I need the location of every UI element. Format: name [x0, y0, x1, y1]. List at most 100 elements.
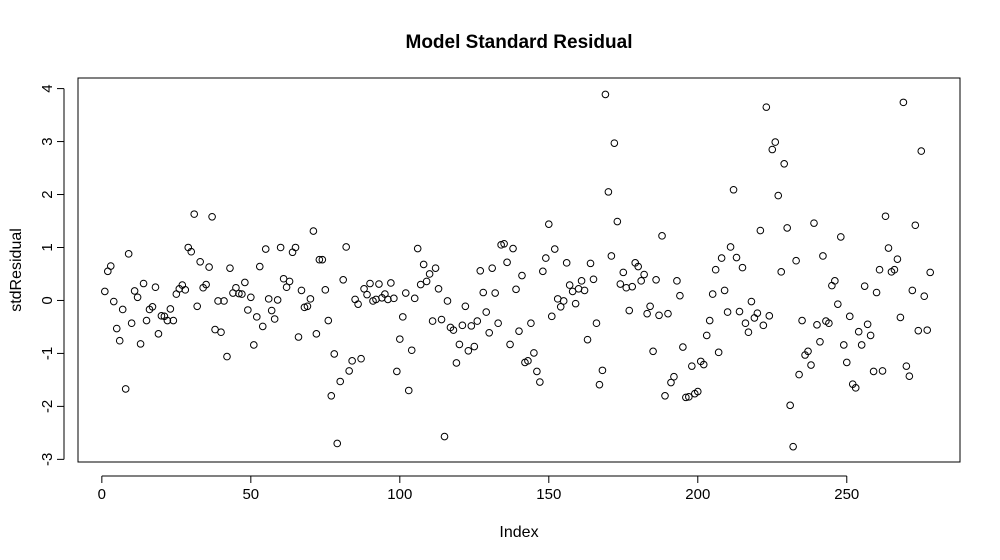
data-point — [455, 340, 464, 349]
data-point — [324, 316, 333, 325]
data-point — [330, 350, 339, 358]
data-point — [226, 264, 234, 272]
data-point — [258, 322, 267, 331]
data-point — [267, 306, 276, 315]
data-point — [837, 233, 845, 241]
data-point — [527, 319, 535, 328]
data-point — [488, 264, 496, 272]
data-point — [118, 305, 127, 314]
data-point — [336, 377, 345, 386]
data-point — [437, 315, 446, 324]
x-tick-label: 50 — [242, 486, 259, 503]
data-point — [562, 259, 571, 267]
data-point — [896, 313, 905, 322]
data-point — [303, 302, 312, 311]
data-point — [807, 361, 815, 369]
data-point — [157, 312, 166, 320]
data-point — [798, 316, 806, 325]
data-point — [315, 255, 324, 264]
data-point — [404, 386, 413, 395]
data-point — [917, 147, 926, 155]
data-point — [786, 401, 794, 410]
data-point — [908, 286, 917, 295]
data-point — [139, 279, 148, 288]
data-point — [747, 297, 756, 306]
data-point — [244, 306, 252, 314]
data-point — [756, 226, 765, 235]
data-point — [187, 247, 196, 256]
data-point — [133, 293, 142, 302]
data-point — [738, 263, 747, 272]
data-point — [905, 372, 914, 380]
y-tick-label: 3 — [39, 137, 56, 145]
data-point — [217, 328, 225, 337]
data-point — [634, 262, 642, 271]
data-point — [571, 299, 580, 308]
data-point — [682, 393, 690, 402]
data-point — [112, 324, 121, 333]
data-point — [148, 303, 157, 311]
data-point — [345, 367, 353, 375]
data-point — [607, 252, 616, 260]
data-point — [282, 283, 291, 292]
data-point — [813, 321, 821, 329]
data-point — [583, 335, 592, 344]
data-point — [238, 290, 246, 298]
data-point — [101, 287, 109, 296]
data-point — [142, 316, 151, 325]
data-point — [676, 291, 684, 300]
x-tick-label: 200 — [685, 486, 710, 503]
data-point — [491, 289, 499, 297]
data-point — [774, 191, 783, 200]
data-point — [390, 294, 398, 303]
data-point — [851, 384, 860, 392]
data-point — [232, 283, 240, 292]
data-point — [235, 289, 243, 298]
data-point — [685, 393, 693, 401]
data-point — [619, 268, 628, 277]
data-point — [151, 283, 160, 292]
data-point — [348, 357, 356, 365]
data-point — [163, 316, 172, 325]
data-point — [312, 330, 321, 338]
data-point — [413, 244, 422, 253]
data-point — [208, 212, 216, 221]
y-axis: -3 -2 -1 0 1 2 3 4 — [39, 84, 65, 466]
data-point — [646, 302, 654, 311]
data-point — [920, 292, 929, 301]
data-point — [735, 307, 744, 316]
data-point — [273, 296, 282, 304]
data-point — [363, 290, 371, 299]
data-point — [872, 288, 881, 297]
data-point — [771, 138, 780, 146]
data-point — [670, 372, 678, 381]
data-point — [649, 347, 657, 356]
data-point — [503, 258, 511, 267]
data-point — [306, 295, 315, 303]
data-point — [831, 277, 839, 285]
data-points — [101, 90, 935, 451]
data-point — [795, 370, 803, 379]
data-point — [863, 320, 872, 329]
data-point — [109, 297, 118, 306]
data-point — [842, 358, 851, 367]
data-point — [702, 331, 711, 340]
data-point — [923, 326, 932, 334]
data-point — [431, 264, 440, 272]
data-point — [711, 265, 720, 274]
data-point — [252, 313, 261, 321]
data-point — [595, 380, 604, 389]
x-tick-label: 250 — [834, 486, 859, 503]
data-point — [285, 277, 294, 286]
data-point — [911, 221, 920, 230]
data-point — [515, 327, 523, 335]
data-point — [679, 343, 687, 351]
data-point — [926, 268, 935, 277]
data-point — [401, 289, 410, 297]
data-point — [652, 275, 660, 284]
data-point — [536, 378, 544, 386]
data-point — [384, 295, 392, 304]
data-point — [899, 98, 908, 107]
data-point — [425, 270, 434, 278]
